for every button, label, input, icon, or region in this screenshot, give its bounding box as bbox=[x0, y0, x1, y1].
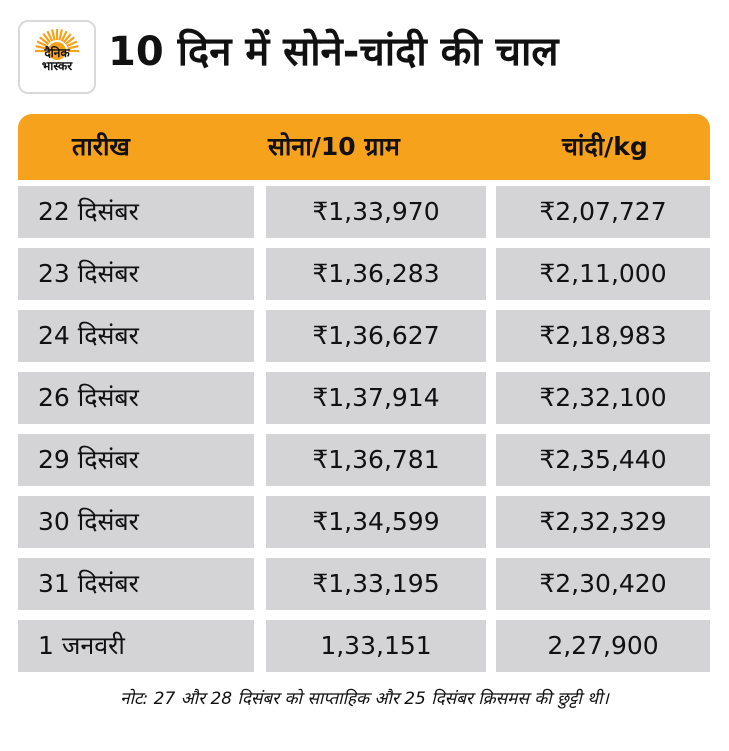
header-gold: सोना/10 ग्राम bbox=[268, 132, 400, 161]
gold-price-cell: ₹1,36,627 bbox=[266, 310, 486, 362]
header-date: तारीख bbox=[72, 132, 130, 161]
date-cell: 31 दिसंबर bbox=[18, 558, 254, 610]
date-cell: 23 दिसंबर bbox=[18, 248, 254, 300]
table-row: 26 दिसंबर ₹1,37,914 ₹2,32,100 bbox=[18, 366, 710, 428]
date-cell: 30 दिसंबर bbox=[18, 496, 254, 548]
silver-price-cell: 2,27,900 bbox=[496, 620, 710, 672]
gold-price-cell: ₹1,34,599 bbox=[266, 496, 486, 548]
dainik-bhaskar-logo: दैनिक भास्कर bbox=[18, 20, 96, 94]
gold-price-cell: ₹1,33,195 bbox=[266, 558, 486, 610]
header-silver: चांदी/kg bbox=[562, 132, 648, 161]
silver-price-cell: ₹2,18,983 bbox=[496, 310, 710, 362]
table-row: 24 दिसंबर ₹1,36,627 ₹2,18,983 bbox=[18, 304, 710, 366]
logo-line2: भास्कर bbox=[41, 59, 73, 73]
table-header: तारीख सोना/10 ग्राम चांदी/kg bbox=[18, 114, 710, 180]
table-row: 31 दिसंबर ₹1,33,195 ₹2,30,420 bbox=[18, 552, 710, 614]
date-cell: 1 जनवरी bbox=[18, 620, 254, 672]
footnote: नोट: 27 और 28 दिसंबर को साप्ताहिक और 25 … bbox=[120, 689, 609, 709]
date-cell: 22 दिसंबर bbox=[18, 186, 254, 238]
gold-price-cell: ₹1,37,914 bbox=[266, 372, 486, 424]
sun-icon bbox=[35, 29, 79, 60]
date-cell: 24 दिसंबर bbox=[18, 310, 254, 362]
date-cell: 29 दिसंबर bbox=[18, 434, 254, 486]
logo-text: दैनिक भास्कर bbox=[42, 47, 72, 73]
silver-price-cell: ₹2,32,100 bbox=[496, 372, 710, 424]
table-row: 1 जनवरी 1,33,151 2,27,900 bbox=[18, 614, 710, 676]
gold-price-cell: ₹1,33,970 bbox=[266, 186, 486, 238]
table-row: 22 दिसंबर ₹1,33,970 ₹2,07,727 bbox=[18, 180, 710, 242]
gold-price-cell: ₹1,36,283 bbox=[266, 248, 486, 300]
logo-line1: दैनिक bbox=[44, 46, 70, 60]
silver-price-cell: ₹2,32,329 bbox=[496, 496, 710, 548]
silver-price-cell: ₹2,35,440 bbox=[496, 434, 710, 486]
page-title: 10 दिन में सोने-चांदी की चाल bbox=[108, 29, 559, 75]
silver-price-cell: ₹2,30,420 bbox=[496, 558, 710, 610]
table-row: 23 दिसंबर ₹1,36,283 ₹2,11,000 bbox=[18, 242, 710, 304]
table-body: 22 दिसंबर ₹1,33,970 ₹2,07,727 23 दिसंबर ₹1,3… bbox=[18, 180, 710, 676]
gold-price-cell: ₹1,36,781 bbox=[266, 434, 486, 486]
silver-price-cell: ₹2,11,000 bbox=[496, 248, 710, 300]
price-table: तारीख सोना/10 ग्राम चांदी/kg 22 दिसंबर ₹1… bbox=[18, 114, 710, 676]
table-row: 29 दिसंबर ₹1,36,781 ₹2,35,440 bbox=[18, 428, 710, 490]
gold-price-cell: 1,33,151 bbox=[266, 620, 486, 672]
date-cell: 26 दिसंबर bbox=[18, 372, 254, 424]
table-row: 30 दिसंबर ₹1,34,599 ₹2,32,329 bbox=[18, 490, 710, 552]
silver-price-cell: ₹2,07,727 bbox=[496, 186, 710, 238]
